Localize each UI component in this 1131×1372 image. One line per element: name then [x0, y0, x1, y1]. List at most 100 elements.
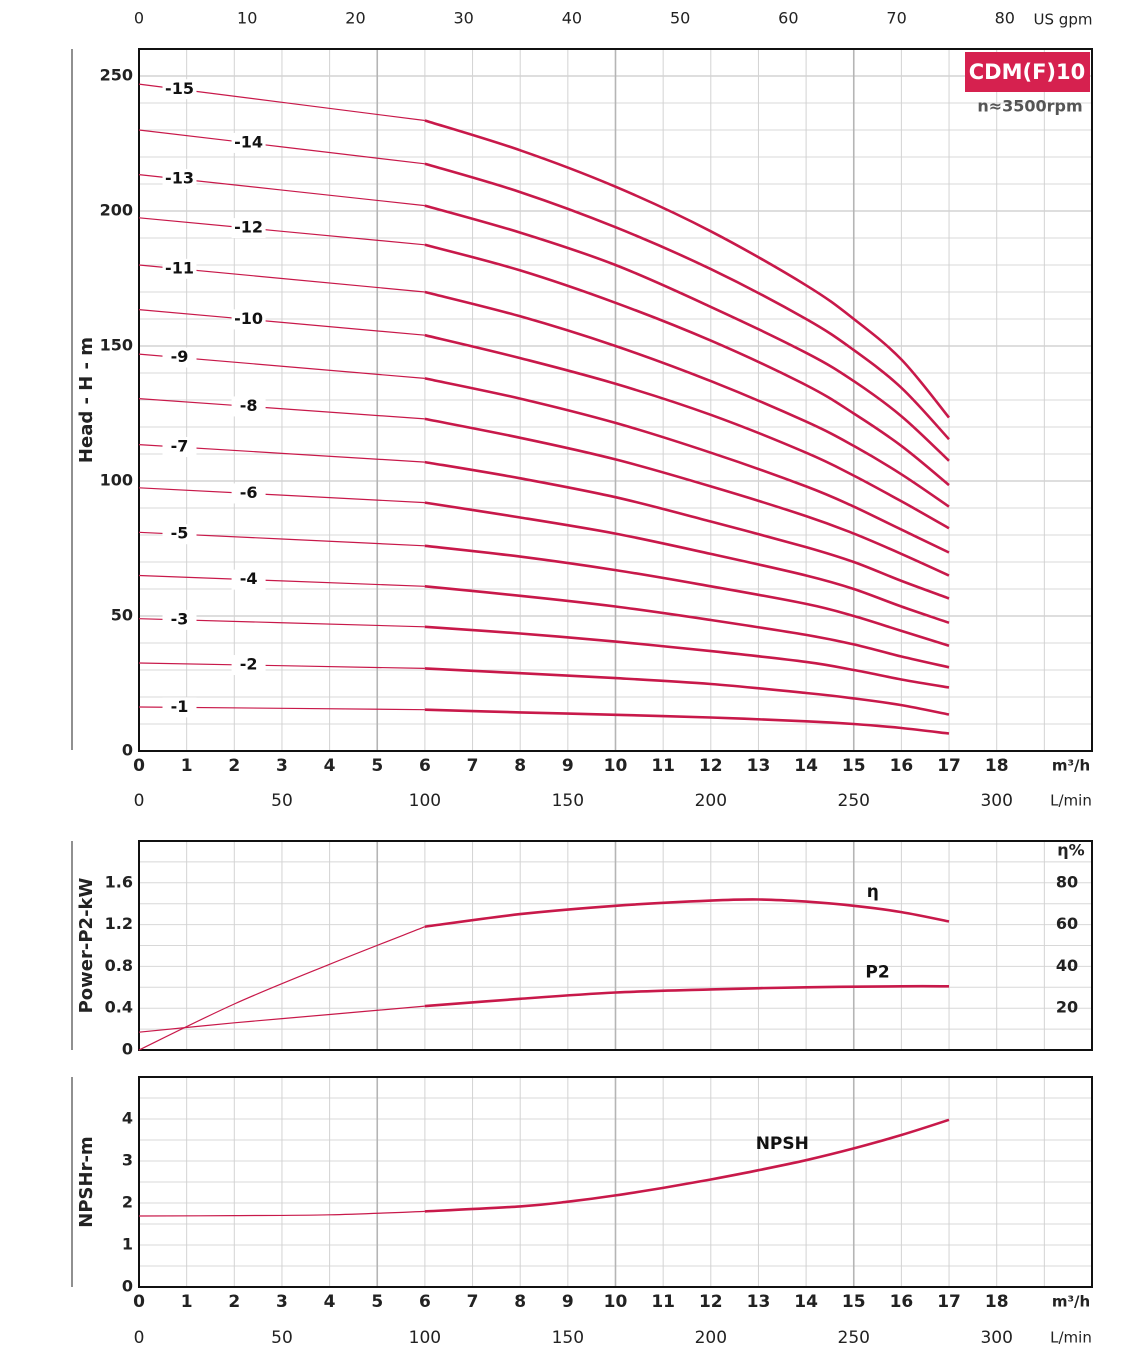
- curve-label-bg: [231, 396, 266, 417]
- head-curve: [424, 377, 950, 554]
- curve-label-bg: [162, 168, 197, 189]
- x-tick-m3h: 16: [890, 756, 914, 776]
- head-curve: [424, 417, 950, 577]
- x-tick-lmin: 100: [409, 1328, 441, 1348]
- curve-label-bg: [231, 655, 266, 676]
- x-tick-m3h: 18: [985, 1292, 1009, 1312]
- efficiency-curve-thin: [138, 926, 426, 1051]
- power-label: P2: [865, 962, 889, 982]
- x-tick-m3h: 12: [699, 756, 723, 776]
- x-tick-lmin: 100: [409, 791, 441, 811]
- curve-label: -10: [234, 309, 263, 328]
- x-tick-m3h: 7: [467, 756, 479, 776]
- curve-label-bg: [162, 609, 197, 630]
- power-curve-thin: [138, 1005, 425, 1033]
- head-curve: [424, 162, 950, 441]
- x-tick-m3h: 9: [562, 756, 574, 776]
- y-axis-label: NPSHr-m: [76, 1136, 97, 1227]
- x-tick-m3h: 0: [133, 756, 145, 776]
- usgpm-tick: 0: [134, 9, 144, 28]
- curve-label: -7: [171, 437, 189, 456]
- power-curve: [424, 984, 950, 1008]
- x-tick-lmin: 150: [552, 791, 584, 811]
- curve-label: -4: [240, 569, 258, 588]
- x-tick-m3h: 17: [937, 1292, 961, 1312]
- model-title: CDM(F)10: [969, 60, 1086, 84]
- y-axis-label: Power-P2-kW: [76, 877, 97, 1013]
- head-curve: [424, 667, 950, 716]
- x-unit-lmin: L/min: [1050, 1329, 1092, 1347]
- x-tick-m3h: 5: [371, 756, 383, 776]
- x-tick-m3h: 15: [842, 756, 866, 776]
- y-tick-label: 3: [122, 1151, 133, 1170]
- curve-label: -3: [171, 609, 189, 628]
- curve-label: -14: [234, 132, 263, 151]
- head-curve: [424, 290, 950, 508]
- x-unit-m3h: m³/h: [1052, 1293, 1090, 1311]
- x-tick-m3h: 13: [747, 756, 771, 776]
- x-tick-m3h: 2: [228, 756, 240, 776]
- y-tick-label: 4: [122, 1109, 133, 1128]
- x-tick-m3h: 1: [181, 1292, 193, 1312]
- x-tick-m3h: 15: [842, 1292, 866, 1312]
- y-tick-label: 50: [111, 606, 133, 625]
- usgpm-tick: 60: [778, 9, 798, 28]
- head-curve-thin: [138, 574, 425, 587]
- x-tick-lmin: 50: [271, 791, 293, 811]
- y-tick-label: 1.2: [105, 914, 133, 933]
- x-tick-m3h: 9: [562, 1292, 574, 1312]
- x-tick-m3h: 3: [276, 1292, 288, 1312]
- x-tick-m3h: 6: [419, 756, 431, 776]
- efficiency-curve: [424, 898, 950, 928]
- curve-label: -5: [171, 524, 189, 543]
- x-tick-m3h: 8: [514, 756, 526, 776]
- y-tick-label: 0: [122, 741, 133, 760]
- y-tick-label: 1.6: [105, 872, 133, 891]
- usgpm-tick: 30: [453, 9, 473, 28]
- x-tick-m3h: 18: [985, 756, 1009, 776]
- head-curve-thin: [138, 662, 425, 669]
- curve-label: -9: [171, 347, 189, 366]
- npsh-curve-thin: [138, 1210, 425, 1217]
- x-tick-m3h: 2: [228, 1292, 240, 1312]
- curve-label: -2: [240, 655, 258, 674]
- head-curve-thin: [138, 398, 425, 420]
- curve-label: -13: [165, 168, 194, 187]
- usgpm-unit: US gpm: [1034, 11, 1093, 29]
- x-tick-m3h: 3: [276, 756, 288, 776]
- x-tick-m3h: 4: [324, 1292, 336, 1312]
- usgpm-tick: 20: [345, 9, 365, 28]
- x-tick-m3h: 11: [651, 756, 675, 776]
- x-tick-m3h: 6: [419, 1292, 431, 1312]
- x-tick-lmin: 0: [134, 791, 145, 811]
- y-tick-label: 0: [122, 1277, 133, 1296]
- curve-label: -11: [165, 258, 194, 277]
- head-curve: [424, 501, 950, 625]
- head-curve: [424, 585, 950, 669]
- y-tick-right-label: 20: [1056, 998, 1078, 1017]
- model-badge: [965, 52, 1090, 92]
- x-tick-m3h: 8: [514, 1292, 526, 1312]
- power-plot: η P2: [138, 840, 1093, 1051]
- npsh-plot: NPSH: [138, 1076, 1093, 1288]
- npsh-label: NPSH: [756, 1134, 809, 1154]
- y-tick-label: 250: [100, 66, 133, 85]
- x-unit-m3h: m³/h: [1052, 757, 1090, 775]
- usgpm-tick: 80: [995, 9, 1015, 28]
- x-tick-m3h: 10: [604, 1292, 628, 1312]
- curve-label-bg: [231, 132, 266, 153]
- head-plot-frame: [138, 48, 1093, 752]
- head-curve: [424, 460, 950, 600]
- x-tick-lmin: 200: [695, 1328, 727, 1348]
- usgpm-tick: 70: [886, 9, 906, 28]
- x-tick-m3h: 10: [604, 756, 628, 776]
- curve-label-bg: [231, 218, 266, 239]
- x-tick-m3h: 16: [890, 1292, 914, 1312]
- x-tick-lmin: 200: [695, 791, 727, 811]
- head-curve-thin: [138, 129, 425, 165]
- npsh-curve: [424, 1118, 950, 1213]
- head-curve-thin: [138, 217, 425, 246]
- x-tick-m3h: 0: [133, 1292, 145, 1312]
